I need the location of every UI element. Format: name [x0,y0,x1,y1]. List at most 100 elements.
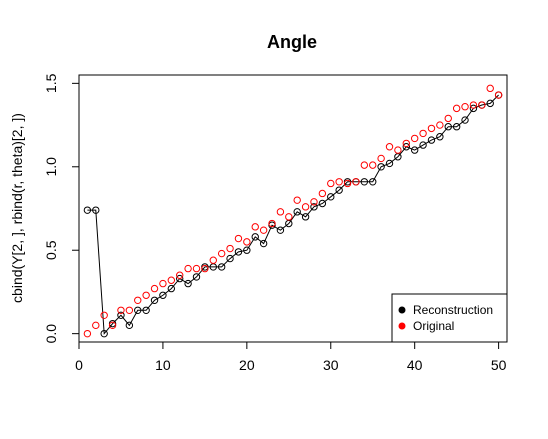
data-point-original [419,129,427,138]
data-point-reconstruction [134,306,142,314]
data-point-original [243,238,251,246]
series-original [83,84,503,338]
x-tick-label: 30 [323,357,339,373]
data-point-original [343,179,352,188]
data-point-original [92,321,100,330]
data-point-original [293,196,301,204]
data-point-original [327,179,335,188]
data-point-reconstruction [142,306,150,314]
y-axis-label: cbind(Y[2, ], rbind(r, theta)[2, ]) [9,113,25,303]
data-point-original [117,306,125,314]
data-point-original [83,329,92,338]
data-point-reconstruction [301,213,310,221]
data-point-original [469,101,478,109]
legend: Reconstruction Original [391,293,508,343]
data-point-original [226,244,234,253]
data-point-original [285,213,293,221]
data-point-reconstruction [327,193,335,201]
data-point-original [352,178,360,186]
data-point-original [310,198,318,206]
data-point-reconstruction [259,239,268,248]
data-point-reconstruction [452,123,461,131]
data-point-reconstruction [444,123,452,131]
data-point-original [234,234,243,243]
data-point-original [150,284,159,293]
data-point-reconstruction [385,159,394,168]
data-point-reconstruction [251,233,259,241]
data-point-original [427,124,436,133]
data-point-reconstruction [243,246,251,254]
data-point-reconstruction [217,263,226,271]
data-point-reconstruction [276,226,285,234]
data-point-reconstruction [150,296,159,304]
data-point-original [217,249,226,258]
data-point-original [478,101,486,109]
x-tick-label: 10 [155,357,171,373]
y-axis: 0.0 0.5 1.0 1.5 [43,73,80,344]
data-point-original [176,271,184,279]
data-point-original [360,161,369,169]
y-tick-label: 0.5 [43,240,59,260]
data-point-reconstruction [226,254,234,263]
data-point-original [209,256,217,264]
legend-marker [398,306,406,314]
data-point-reconstruction [92,206,100,214]
data-point-original [251,223,259,231]
data-point-reconstruction [410,146,419,154]
data-point-original [436,121,444,129]
data-point-reconstruction [184,279,192,288]
data-point-original [259,226,268,234]
data-point-reconstruction [469,104,478,113]
data-point-original [100,311,108,319]
y-tick-label: 0.0 [43,324,59,344]
data-point-reconstruction [293,208,301,216]
data-point-reconstruction [486,99,494,108]
data-point-original [385,143,394,151]
data-point-original [142,291,150,299]
data-point-original [394,146,402,154]
legend-marker [398,322,406,330]
data-point-reconstruction [427,136,436,144]
data-point-original [318,189,327,198]
data-point-reconstruction [369,178,377,186]
data-point-original [125,306,134,314]
data-point-reconstruction [377,163,385,171]
data-point-reconstruction [461,116,469,124]
data-point-original [268,219,276,228]
data-point-reconstruction [100,329,108,338]
data-point-original [410,134,419,143]
data-point-reconstruction [234,248,243,256]
data-point-original [167,276,176,284]
data-point-reconstruction [402,143,410,151]
data-point-original [461,103,469,111]
data-point-original [486,84,494,93]
data-point-original [402,139,410,148]
data-point-original [184,264,192,273]
data-point-reconstruction [117,311,125,319]
data-point-reconstruction [436,133,444,141]
data-point-original [192,264,201,273]
data-point-original [444,114,452,123]
data-point-original [201,264,209,273]
legend-label: Reconstruction [413,303,493,317]
x-axis: 0 10 20 30 40 50 [75,341,507,373]
data-point-original [276,208,285,216]
data-point-original [108,321,117,330]
data-point-original [134,296,142,304]
data-point-original [159,279,167,288]
x-tick-label: 50 [491,357,507,373]
data-point-original [301,203,310,211]
x-tick-label: 20 [239,357,255,373]
data-point-reconstruction [310,203,318,211]
data-point-original [377,154,385,163]
data-point-reconstruction [360,178,369,186]
data-point-reconstruction [167,284,176,293]
data-point-reconstruction [125,321,134,330]
data-point-reconstruction [192,273,201,281]
y-tick-label: 1.5 [43,73,59,93]
data-point-original [335,178,343,186]
chart-title: Angle [267,32,317,52]
data-point-reconstruction [318,199,327,208]
data-point-reconstruction [83,206,92,214]
